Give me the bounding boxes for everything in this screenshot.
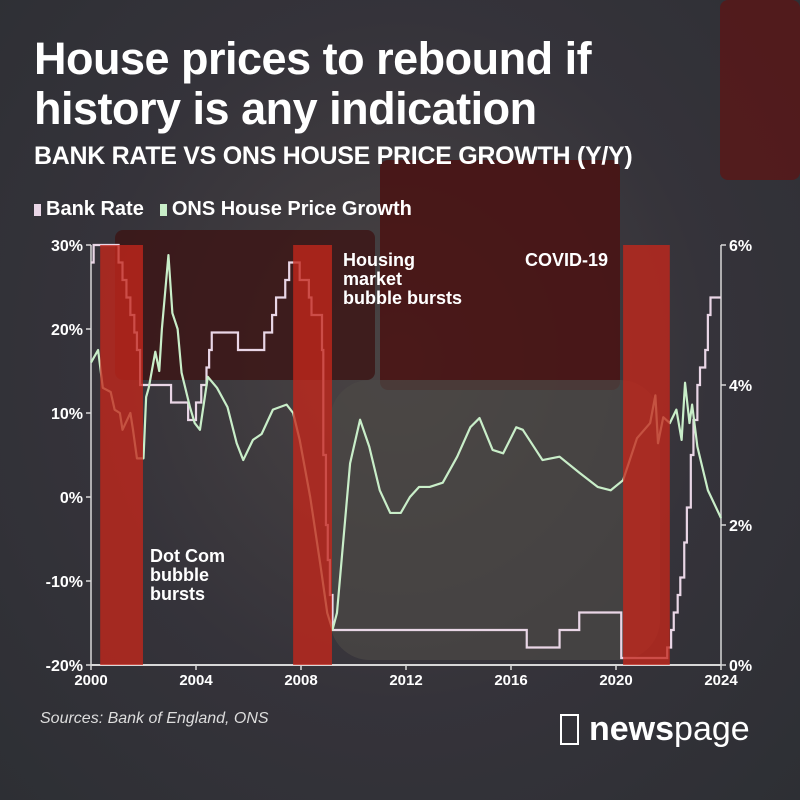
x-tick-label: 2024 [704, 672, 738, 689]
annotation-dot-com: Dot Com bubble bursts [150, 546, 225, 604]
legend-item-hpg: ONS House Price Growth [159, 198, 412, 221]
left-tick-label: 20% [51, 322, 83, 339]
logo-text-light: page [674, 710, 750, 748]
recession-band [100, 245, 143, 665]
right-tick-label: 2% [729, 518, 752, 535]
left-tick-label: -10% [46, 574, 83, 591]
chart-subtitle: BANK RATE VS ONS HOUSE PRICE GROWTH (Y/Y… [34, 142, 633, 170]
x-tick-label: 2004 [179, 672, 213, 689]
page-title: House prices to rebound if history is any… [34, 33, 592, 134]
annotation-housing-market: Housing market bubble bursts [343, 250, 462, 308]
newspage-logo: newspage [560, 710, 750, 749]
background-house-center [380, 160, 620, 390]
legend-swatch-bank-rate [34, 203, 41, 216]
title-line-2: history is any indication [34, 83, 537, 134]
legend-item-bank-rate: Bank Rate [34, 198, 144, 221]
left-tick-label: 30% [51, 238, 83, 255]
x-tick-label: 2008 [284, 672, 317, 689]
recession-band [623, 245, 670, 665]
left-tick-label: -20% [46, 658, 83, 675]
x-tick-label: 2016 [494, 672, 527, 689]
legend-label-hpg: ONS House Price Growth [171, 198, 412, 220]
title-line-1: House prices to rebound if [34, 33, 592, 84]
left-tick-label: 10% [51, 406, 83, 423]
right-tick-label: 6% [729, 238, 752, 255]
legend: Bank Rate ONS House Price Growth [34, 198, 412, 221]
logo-text-bold: news [589, 710, 675, 748]
x-tick-label: 2020 [599, 672, 632, 689]
logo-icon [560, 714, 579, 745]
sources-note: Sources: Bank of England, ONS [40, 710, 269, 727]
legend-label-bank-rate: Bank Rate [46, 198, 144, 220]
recession-band [293, 245, 332, 665]
left-tick-label: 0% [60, 490, 83, 507]
x-tick-label: 2012 [389, 672, 422, 689]
right-tick-label: 4% [729, 378, 752, 395]
annotation-covid: COVID-19 [525, 250, 608, 270]
legend-swatch-hpg [159, 203, 167, 216]
background-house-right [720, 0, 800, 180]
x-tick-label: 2000 [74, 672, 107, 689]
right-tick-label: 0% [729, 658, 752, 675]
